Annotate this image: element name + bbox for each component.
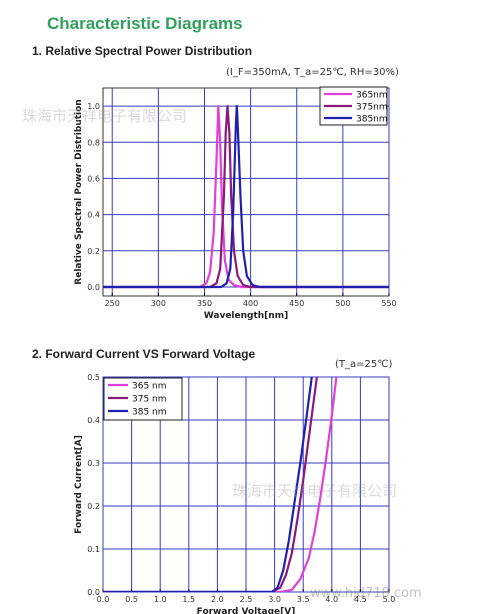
chart2-ytick-label: 0.3 (87, 459, 100, 468)
chart1-xtick-label: 300 (151, 299, 166, 308)
chart2-xtick-label: 4.5 (354, 595, 367, 604)
chart2-series-3-line (103, 377, 313, 592)
chart1-ytick-label: 0.0 (87, 283, 100, 292)
chart2-xtick-label: 0.5 (125, 595, 138, 604)
chart2-conditions: (T_a=25℃) (335, 359, 393, 370)
chart2-xtick-label: 0.0 (97, 595, 110, 604)
chart1-legend-label: 375nm (356, 103, 388, 113)
site-watermark: www.hjd718.com (310, 586, 422, 601)
chart1-ytick-label: 0.8 (87, 138, 100, 147)
chart1-ytick-label: 0.2 (87, 247, 100, 256)
watermark-text: 珠海市天祥电子有限公司 (22, 107, 188, 125)
chart2-legend-label: 365 nm (132, 382, 167, 392)
watermark-text-lower: 珠海市天祥电子有限公司 (232, 482, 398, 500)
chart2-ytick-label: 0.5 (87, 373, 100, 382)
chart2-xtick-label: 2.0 (211, 595, 224, 604)
chart1-legend-label: 385nm (356, 115, 388, 125)
chart1-legend-label: 365nm (356, 91, 388, 101)
chart2-title: 2. Forward Current VS Forward Voltage (32, 347, 256, 361)
chart1-title: 1. Relative Spectral Power Distribution (32, 44, 253, 58)
chart2-xtick-label: 1.5 (182, 595, 195, 604)
chart2-ylabel: Forward Current[A] (74, 435, 84, 534)
chart1-xlabel: Wavelength[nm] (204, 311, 288, 321)
chart1-series-1-line (103, 105, 389, 289)
chart1-xtick-label: 400 (243, 299, 258, 308)
chart1-ytick-label: 1.0 (87, 102, 100, 111)
chart2-xtick-label: 4.0 (325, 595, 338, 604)
chart2-xtick-label: 3.5 (297, 595, 310, 604)
chart2-xtick-label: 2.5 (240, 595, 253, 604)
chart2-legend-label: 375 nm (132, 395, 167, 405)
chart1-xtick-label: 250 (105, 299, 120, 308)
page-heading: Characteristic Diagrams (47, 14, 243, 33)
chart1-series-3-line (103, 105, 389, 289)
chart1-ytick-label: 0.6 (87, 174, 100, 183)
chart2-xtick-label: 1.0 (154, 595, 167, 604)
chart2-ytick-label: 0.2 (87, 502, 100, 511)
chart1-xtick-label: 550 (381, 299, 396, 308)
chart1-xtick-label: 500 (335, 299, 350, 308)
chart1-xtick-label: 350 (197, 299, 212, 308)
chart2-xlabel: Forward Voltage[V] (197, 607, 296, 614)
chart2-ytick-label: 0.1 (87, 545, 100, 554)
chart1-series-2-line (103, 105, 389, 289)
chart2-xtick-label: 5.0 (383, 595, 396, 604)
chart2-legend-label: 385 nm (132, 408, 167, 418)
chart1-xtick-label: 450 (289, 299, 304, 308)
chart1-ytick-label: 0.4 (87, 211, 100, 220)
chart2-ytick-label: 0.0 (87, 588, 100, 597)
chart2-ytick-label: 0.4 (87, 416, 100, 425)
chart1-ylabel: Relative Spectral Power Distribution (74, 99, 84, 284)
chart1-conditions: (I_F=350mA, T_a=25℃, RH=30%) (226, 67, 399, 78)
chart2-series-1-line (103, 377, 338, 592)
chart2-xtick-label: 3.0 (268, 595, 281, 604)
